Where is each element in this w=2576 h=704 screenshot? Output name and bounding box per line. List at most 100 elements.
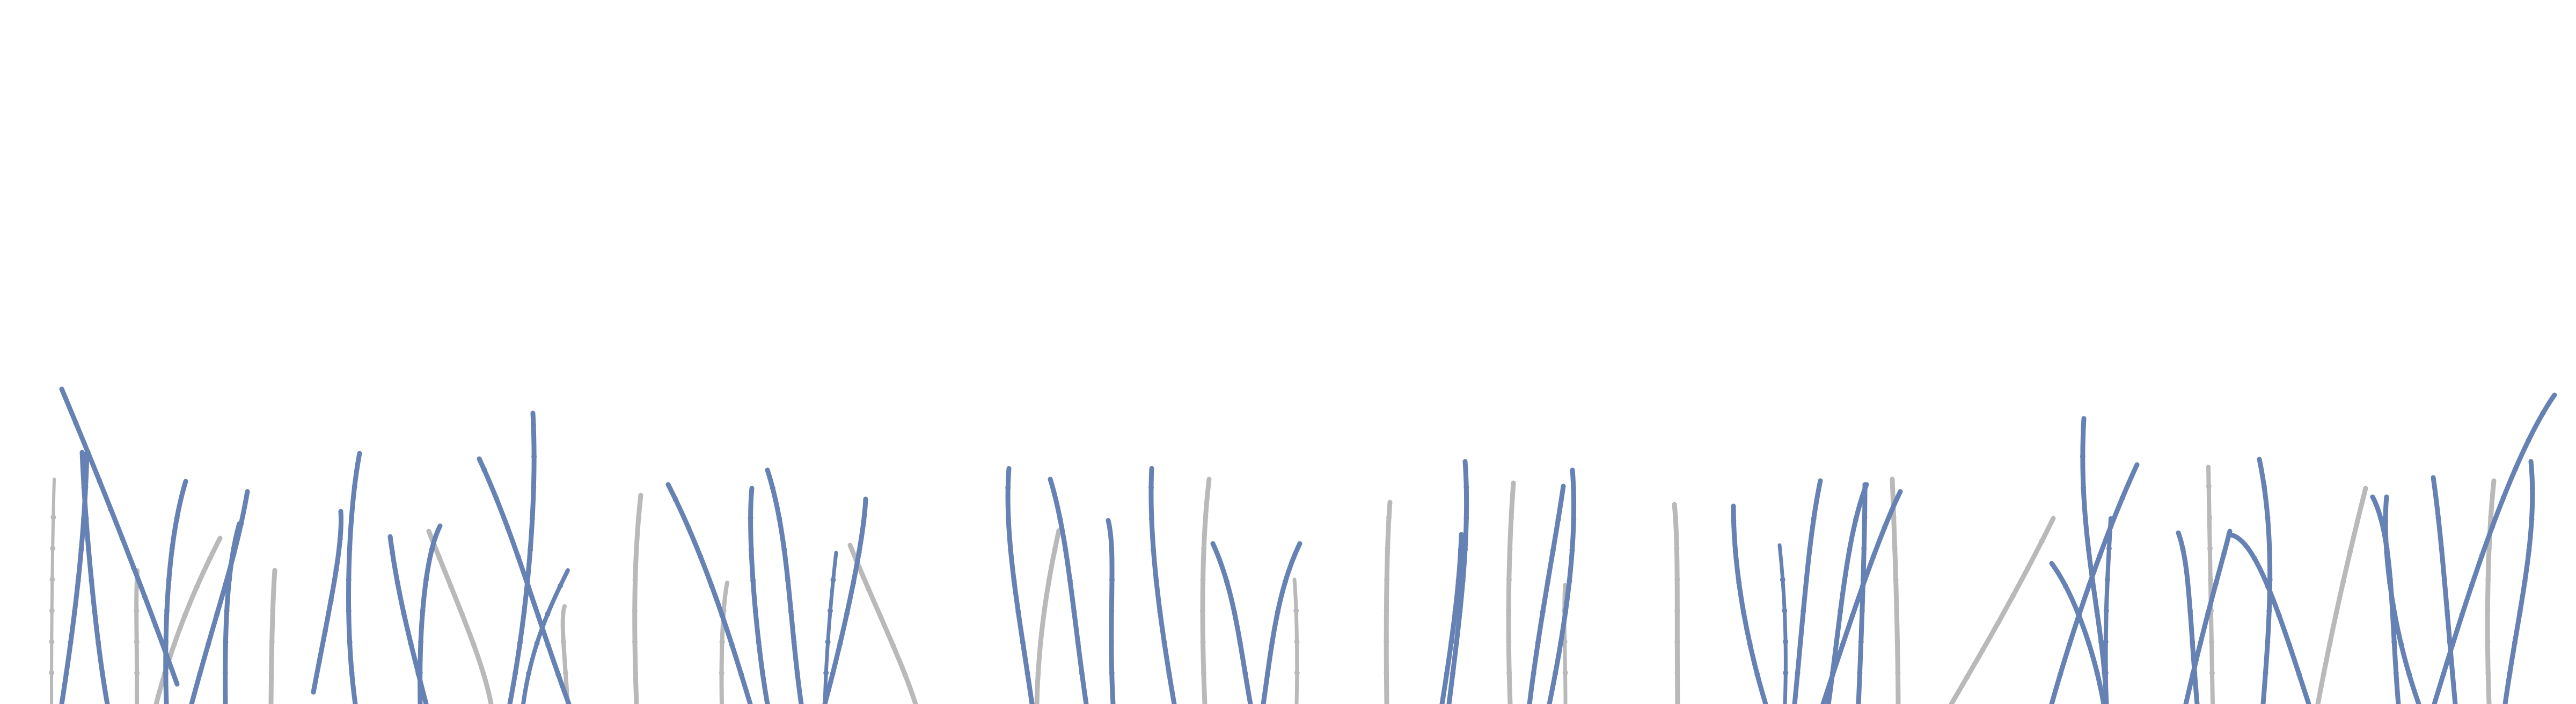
stem-node — [494, 496, 499, 502]
stem-node — [2097, 553, 2103, 559]
stem-node — [2485, 639, 2491, 644]
stem-node — [1563, 609, 1568, 615]
stem-node — [1842, 578, 1847, 583]
stem-node — [1783, 670, 1789, 676]
stem-node — [420, 608, 426, 614]
stem-node — [2383, 518, 2389, 524]
gray-stem — [2315, 486, 2368, 704]
stem-node — [1463, 484, 1469, 490]
stem-node — [171, 642, 177, 647]
stem-node — [1035, 670, 1041, 676]
stem-node — [1079, 670, 1085, 676]
stem-node — [2098, 639, 2104, 645]
stem-node — [108, 507, 114, 512]
stem-node — [2486, 546, 2492, 552]
blue-stem — [59, 386, 180, 687]
blue-stem — [1777, 543, 1789, 704]
stem-node — [1571, 516, 1577, 522]
stem-node — [1458, 547, 1463, 553]
gray-stem — [268, 568, 277, 704]
stem-node — [197, 671, 203, 677]
stem-node — [2106, 546, 2112, 552]
stem-node — [2198, 641, 2203, 647]
stem-node — [738, 671, 744, 677]
stem-node — [75, 578, 81, 584]
stem-node — [748, 515, 753, 521]
stem-node — [2354, 518, 2360, 524]
stem-node — [2266, 608, 2272, 614]
stem-node — [352, 483, 357, 489]
blue-stem — [163, 479, 188, 704]
stem-node — [49, 639, 55, 644]
stem-node — [99, 670, 105, 676]
stem-node — [1736, 580, 1742, 585]
blue-stem — [1547, 467, 1577, 704]
stem-node — [1041, 608, 1047, 614]
stem-node — [2529, 516, 2535, 522]
stem-node — [85, 449, 91, 454]
blue-stem — [1820, 489, 1903, 704]
gray-stem — [1506, 480, 1516, 704]
stem-node — [417, 670, 423, 676]
stem-node — [346, 577, 352, 583]
stem-node — [788, 608, 794, 614]
stem-node — [1571, 485, 1576, 491]
stem-node — [2321, 671, 2326, 677]
blue-stem — [222, 521, 242, 704]
blue-stem — [2383, 494, 2421, 704]
blue-stem — [1048, 476, 1089, 704]
stem-node — [1531, 670, 1536, 676]
stem-node — [134, 639, 140, 644]
stem-node — [2262, 483, 2267, 489]
stem-node — [49, 577, 55, 582]
stem-node — [1201, 670, 1206, 676]
stem-node — [1834, 640, 1839, 645]
stem-node — [1157, 609, 1163, 615]
stem-node — [1674, 608, 1680, 613]
stem-node — [1858, 639, 1864, 645]
blue-stem — [311, 509, 344, 695]
stem-node — [2266, 546, 2272, 552]
stem-node — [2378, 516, 2384, 521]
stem-node — [709, 583, 714, 589]
stem-node — [1507, 546, 1513, 552]
stem-node — [1148, 516, 1154, 522]
stem-node — [1063, 547, 1069, 553]
stem-node — [1294, 670, 1300, 676]
stem-node — [81, 485, 87, 490]
stem-node — [2267, 577, 2273, 583]
stem-node — [1242, 670, 1248, 676]
gray-stem — [1949, 516, 2056, 704]
stem-node — [2393, 670, 2399, 676]
stem-node — [130, 564, 136, 570]
stem-node — [545, 611, 551, 617]
stem-node — [2205, 611, 2211, 616]
stem-node — [390, 549, 396, 555]
stem-node — [1558, 640, 1564, 646]
blue-stem — [1446, 459, 1469, 704]
stem-node — [1782, 608, 1788, 613]
stem-node — [92, 608, 98, 614]
stem-node — [134, 608, 140, 613]
stem-node — [529, 516, 535, 522]
blue-stem — [2502, 459, 2535, 704]
blue-stem — [823, 551, 838, 704]
stem-node — [1075, 640, 1081, 645]
stem-node — [504, 525, 510, 531]
blue-stem — [346, 451, 362, 704]
stem-node — [1148, 485, 1154, 490]
stem-node — [633, 546, 639, 552]
stem-node — [1840, 642, 1846, 648]
blue-stem — [1106, 518, 1116, 704]
stem-node — [851, 580, 857, 586]
stem-node — [794, 670, 800, 676]
stem-node — [2213, 580, 2219, 586]
blue-stem — [2049, 561, 2106, 704]
blue-stem — [2176, 530, 2200, 704]
stem-node — [1224, 579, 1230, 585]
stem-node — [2190, 639, 2196, 645]
stem-node — [1540, 608, 1546, 614]
stem-node — [1732, 549, 1738, 554]
blue-stem — [2226, 532, 2311, 704]
